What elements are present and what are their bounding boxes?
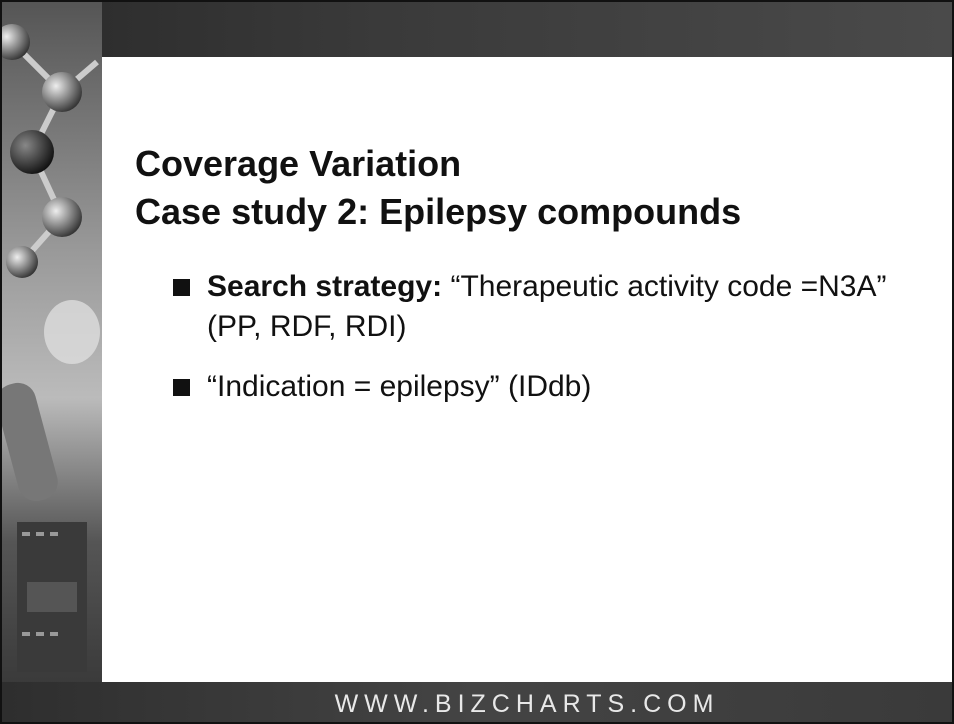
- bullet-marker: [173, 279, 190, 296]
- title-line: Coverage Variation: [135, 143, 462, 184]
- bullet-marker: [173, 379, 190, 396]
- bottom-bar: [2, 682, 952, 722]
- title-line: Case study 2: Epilepsy compounds: [135, 191, 742, 232]
- decorative-image: [2, 2, 102, 722]
- bullet: “Indication = epilepsy” (IDdb): [207, 367, 907, 407]
- bullet-text: “Indication = epilepsy” (IDdb): [207, 370, 592, 403]
- bullet-text: “Therapeutic activity code =N3A” (PP, RD…: [207, 270, 887, 343]
- top-bar: [2, 2, 952, 57]
- footer: WWW.BIZCHARTS.COM: [334, 690, 720, 718]
- bullet: Search strategy: “Therapeutic activity c…: [207, 267, 907, 347]
- slide-title: Coverage Variation Case study 2: Epileps…: [135, 140, 741, 236]
- bullet-label: Search strategy:: [207, 270, 443, 303]
